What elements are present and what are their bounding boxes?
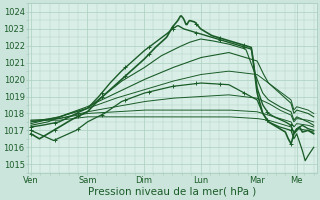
X-axis label: Pression niveau de la mer( hPa ): Pression niveau de la mer( hPa ) <box>88 187 256 197</box>
